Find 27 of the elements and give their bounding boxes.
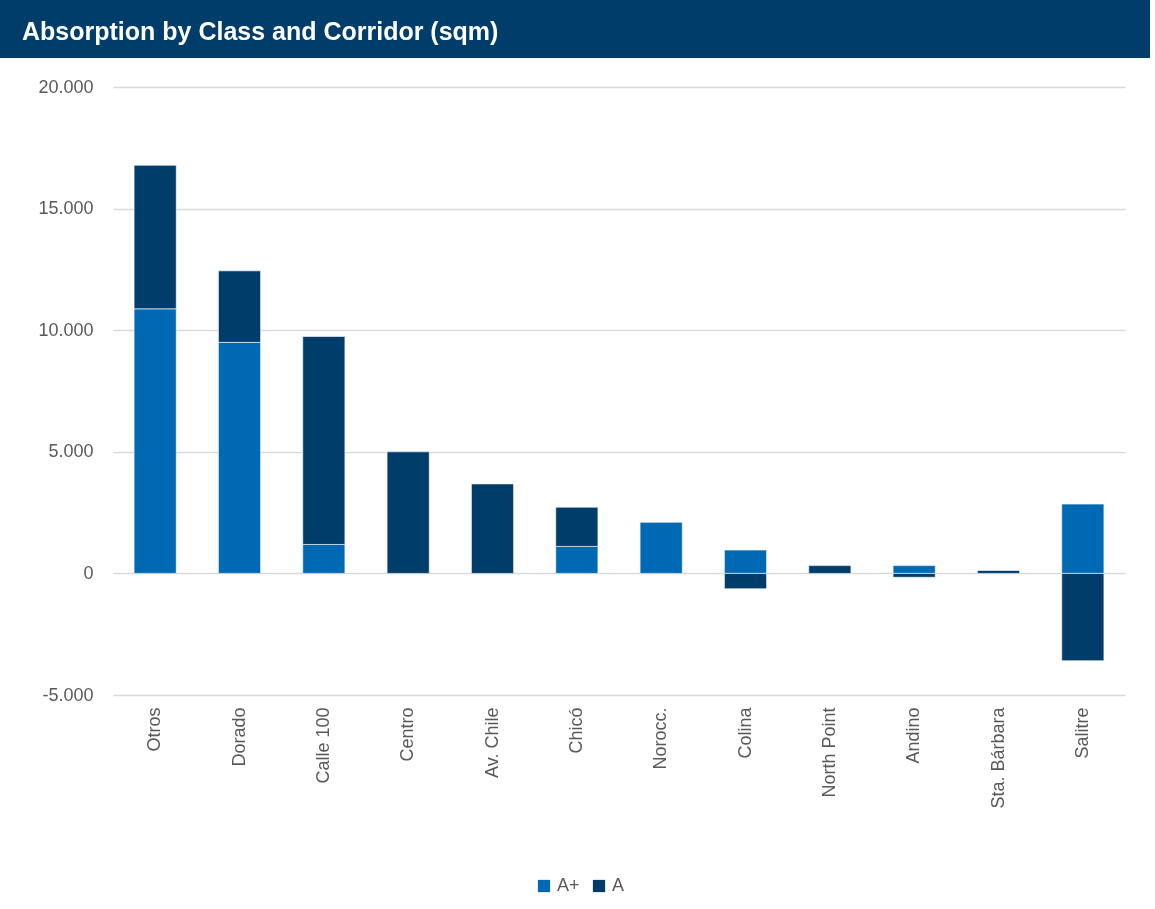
bar bbox=[808, 565, 852, 574]
x-tick-label: Av. Chile bbox=[481, 707, 502, 778]
x-tick-label: Andino bbox=[903, 707, 924, 764]
y-tick-label: 15.000 bbox=[38, 198, 94, 219]
bar bbox=[386, 451, 430, 574]
y-tick-label: 10.000 bbox=[38, 319, 94, 340]
y-tick-label: 5.000 bbox=[48, 441, 94, 462]
legend-label: A bbox=[612, 875, 625, 895]
x-tick-label: Norocc. bbox=[650, 707, 671, 770]
x-tick-label: Salitre bbox=[1071, 707, 1092, 759]
y-tick-label: 20.000 bbox=[38, 76, 94, 97]
bar bbox=[892, 565, 936, 574]
bar bbox=[977, 570, 1020, 574]
y-tick-label: -5.000 bbox=[42, 684, 94, 705]
x-tick-label: Sta. Bárbara bbox=[987, 706, 1008, 809]
x-tick-label: Centro bbox=[397, 707, 418, 762]
y-tick-label: 0 bbox=[83, 562, 94, 583]
x-tick-label: Calle 100 bbox=[312, 707, 333, 784]
bar bbox=[639, 522, 683, 574]
x-tick-label: Colina bbox=[734, 706, 755, 759]
x-tick-label: Chicó bbox=[565, 707, 586, 754]
legend-label: A+ bbox=[557, 875, 580, 895]
chart-title: Absorption by Class and Corridor (sqm) bbox=[0, 0, 1150, 58]
x-tick-label: North Point bbox=[818, 707, 839, 798]
x-tick-label: Dorado bbox=[228, 707, 249, 767]
x-tick-label: Otros bbox=[144, 707, 165, 752]
bar bbox=[471, 483, 514, 574]
